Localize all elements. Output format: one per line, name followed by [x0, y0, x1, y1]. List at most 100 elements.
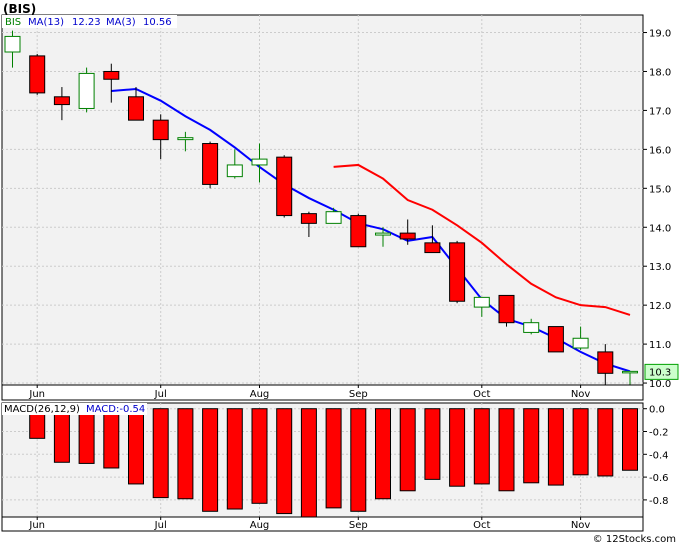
macd-bar: [622, 408, 638, 471]
price-y-tick-label: 13.0: [649, 262, 671, 273]
candle-body: [202, 143, 219, 185]
macd-legend-background: [2, 403, 147, 415]
macd-x-axis-strip: [1, 516, 644, 532]
price-y-axis: 10.0 11.0 12.0 13.0 14.0 15.0 16.0 17.0 18.0 19.0: [643, 29, 671, 390]
candle-body: [325, 211, 342, 224]
price-y-tick-label: 18.0: [649, 67, 671, 78]
candle: [152, 114, 169, 160]
candle-body: [78, 72, 95, 109]
candle-body: [547, 326, 564, 353]
ma3-layer: [111, 87, 631, 373]
candle-body: [300, 213, 317, 224]
candle: [202, 141, 219, 189]
price-legend: BIS MA(13) 12.23 MA(3) 10.56: [2, 15, 177, 28]
candle: [350, 213, 367, 248]
legend-ma2-value: 10.56: [143, 17, 172, 28]
candle-body: [399, 232, 416, 240]
candle-body: [276, 156, 293, 217]
macd-bar: [103, 408, 120, 469]
candle-body: [622, 370, 638, 374]
price-y-tick-label: 10.0: [649, 379, 671, 390]
macd-bar: [350, 408, 367, 512]
last-price-marker: 10.3: [644, 363, 679, 380]
macd-bar: [251, 408, 268, 504]
x-tick-label: Nov: [571, 389, 591, 400]
x-tick-label: Jul: [154, 520, 167, 531]
x-tick-label: Sep: [349, 389, 368, 400]
macd-bar: [202, 408, 219, 512]
macd-bar: [325, 408, 342, 509]
macd-bar: [152, 408, 169, 499]
candle: [226, 149, 243, 179]
x-tick-label: Oct: [473, 389, 490, 400]
candle-body: [53, 96, 70, 106]
candle-body: [350, 215, 367, 248]
candle: [498, 294, 515, 327]
ma13-line: [333, 163, 631, 316]
candle: [523, 318, 540, 335]
x-tick-label: Jun: [28, 389, 45, 400]
last-price-box: [644, 363, 679, 380]
macd-y-tick-label: -0.8: [649, 496, 669, 507]
candle: [177, 131, 194, 152]
chart-title: (BIS): [3, 2, 36, 16]
macd-bar: [572, 408, 589, 476]
candle: [53, 87, 70, 121]
price-y-tick-label: 12.0: [649, 301, 671, 312]
macd-y-tick-label: 0.0: [649, 405, 665, 416]
legend-background: [2, 15, 177, 28]
candle: [597, 344, 614, 385]
candle: [128, 87, 144, 121]
macd-y-tick-label: -0.4: [649, 450, 669, 461]
candle-body: [597, 351, 614, 374]
legend-ma1-label: MA(13): [28, 17, 64, 28]
price-x-axis: Jun Jul Aug Sep Oct Nov: [28, 385, 590, 400]
macd-bar: [547, 408, 564, 486]
candle: [29, 53, 46, 95]
candle-body: [29, 55, 46, 94]
macd-bar: [128, 408, 144, 485]
candle: [572, 326, 589, 350]
candle-body: [103, 70, 120, 80]
ma13-layer: [333, 163, 631, 316]
candle-body: [251, 158, 268, 166]
candle: [103, 63, 120, 103]
last-price-label: 10.3: [649, 367, 671, 378]
macd-bar: [597, 408, 614, 477]
price-y-tick-label: 17.0: [649, 106, 671, 117]
x-tick-label: Jun: [28, 520, 45, 531]
candle: [300, 211, 317, 237]
macd-bar: [226, 408, 243, 510]
macd-x-axis: Jun Jul Aug Sep Oct Nov: [28, 517, 590, 531]
candle: [78, 67, 95, 113]
legend-symbol: BIS: [5, 17, 21, 28]
candle-body: [473, 296, 490, 308]
price-y-tick-label: 14.0: [649, 223, 671, 234]
macd-legend: MACD(26,12,9) MACD:-0.54: [2, 403, 147, 415]
x-tick-label: Aug: [250, 520, 270, 531]
macd-bar: [523, 408, 540, 484]
macd-bar: [276, 408, 293, 515]
macd-bar: [300, 408, 317, 521]
macd-bar: [177, 408, 194, 500]
macd-legend-value: MACD:-0.54: [86, 404, 145, 415]
candle: [473, 296, 490, 317]
candle-body: [152, 119, 169, 141]
macd-legend-label: MACD(26,12,9): [4, 404, 80, 415]
x-tick-label: Aug: [250, 389, 270, 400]
macd-bar: [53, 408, 70, 463]
x-tick-label: Sep: [349, 520, 368, 531]
candle-body: [449, 242, 466, 302]
watermark-12stocks: © 12Stocks.com: [593, 534, 676, 545]
x-tick-label: Nov: [571, 520, 591, 531]
candle-body: [572, 337, 589, 349]
ma3-line: [111, 87, 631, 373]
candle-body: [226, 164, 243, 178]
candle: [424, 225, 441, 254]
price-panel: [1, 14, 644, 386]
macd-bar: [399, 408, 416, 492]
candle: [4, 30, 21, 68]
candle-body: [177, 137, 194, 141]
macd-y-tick-label: -0.6: [649, 473, 669, 484]
